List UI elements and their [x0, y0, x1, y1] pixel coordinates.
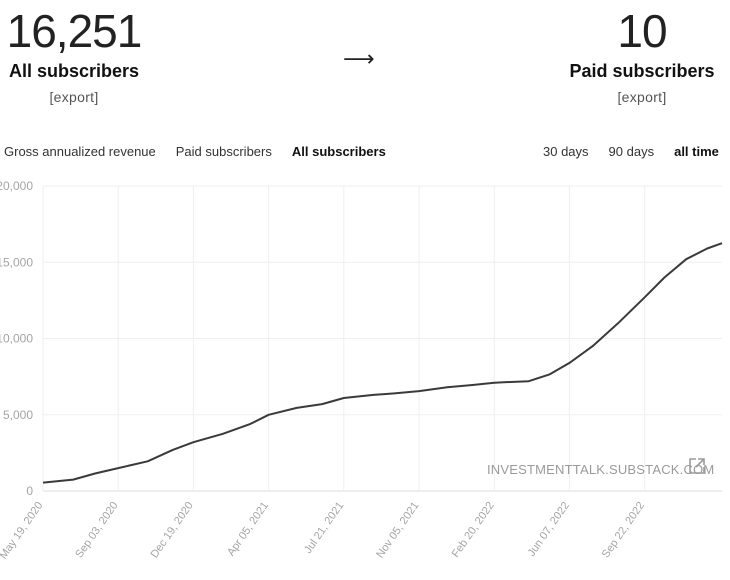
all-subscribers-stat: 16,251 All subscribers [export] [0, 8, 148, 106]
x-tick-label: Feb 20, 2022 [450, 500, 497, 560]
x-tick-label: Jul 21, 2021 [302, 500, 346, 556]
metric-tabs: Gross annualized revenue Paid subscribers… [4, 144, 406, 159]
x-tick-label: Sep 03, 2020 [73, 500, 120, 560]
tab-30-days[interactable]: 30 days [543, 144, 589, 159]
tab-all-subscribers[interactable]: All subscribers [291, 144, 386, 159]
x-tick-label: Sep 22, 2022 [600, 500, 647, 560]
y-tick-label: 0 [26, 484, 33, 498]
time-range-tabs: 30 days 90 days all time [543, 144, 719, 159]
paid-subscribers-stat: 10 Paid subscribers [export] [562, 8, 722, 106]
watermark[interactable]: INVESTMENTTALK.SUBSTACK.COM [487, 458, 714, 477]
all-subscribers-label: All subscribers [8, 61, 140, 81]
y-tick-label: 10,000 [0, 332, 33, 346]
external-link-icon [689, 458, 705, 474]
paid-subscribers-label: Paid subscribers [569, 61, 715, 81]
all-subscribers-count: 16,251 [6, 5, 143, 57]
tab-paid-subscribers[interactable]: Paid subscribers [175, 144, 272, 159]
subscribers-series-line [42, 242, 723, 484]
arrow-icon: ⟶ [343, 46, 375, 71]
y-tick-label: 15,000 [0, 255, 33, 269]
x-tick-label: Jun 07, 2022 [526, 500, 572, 559]
paid-subscribers-count: 10 [617, 5, 667, 57]
watermark-text: INVESTMENTTALK.SUBSTACK.COM [487, 462, 714, 477]
y-tick-label: 5,000 [3, 408, 33, 422]
tab-90-days[interactable]: 90 days [608, 144, 655, 159]
all-subscribers-export-link[interactable]: [export] [49, 89, 99, 105]
x-tick-label: May 19, 2020 [0, 500, 45, 561]
tab-all-time[interactable]: all time [674, 144, 719, 159]
subscribers-chart: 20,000 15,000 10,000 5,000 0 May 19, 2020 Sep… [0, 179, 723, 561]
tab-gross-annualized-revenue[interactable]: Gross annualized revenue [4, 144, 156, 159]
x-tick-label: Nov 05, 2021 [374, 500, 421, 560]
paid-subscribers-export-link[interactable]: [export] [617, 89, 667, 105]
x-tick-label: Dec 19, 2020 [149, 500, 196, 560]
x-tick-label: Apr 05, 2021 [225, 500, 271, 558]
y-tick-label: 20,000 [0, 179, 33, 193]
